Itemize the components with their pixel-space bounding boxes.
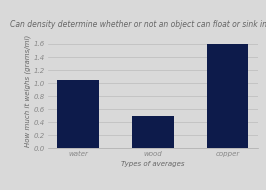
Bar [207,44,248,148]
Title: Can density determine whether or not an object can float or sink in water?: Can density determine whether or not an … [10,20,266,29]
Bar [132,116,173,148]
X-axis label: Types of averages: Types of averages [121,161,185,167]
Y-axis label: How much it weighs (grams/ml): How much it weighs (grams/ml) [24,35,31,147]
Bar [57,80,99,148]
